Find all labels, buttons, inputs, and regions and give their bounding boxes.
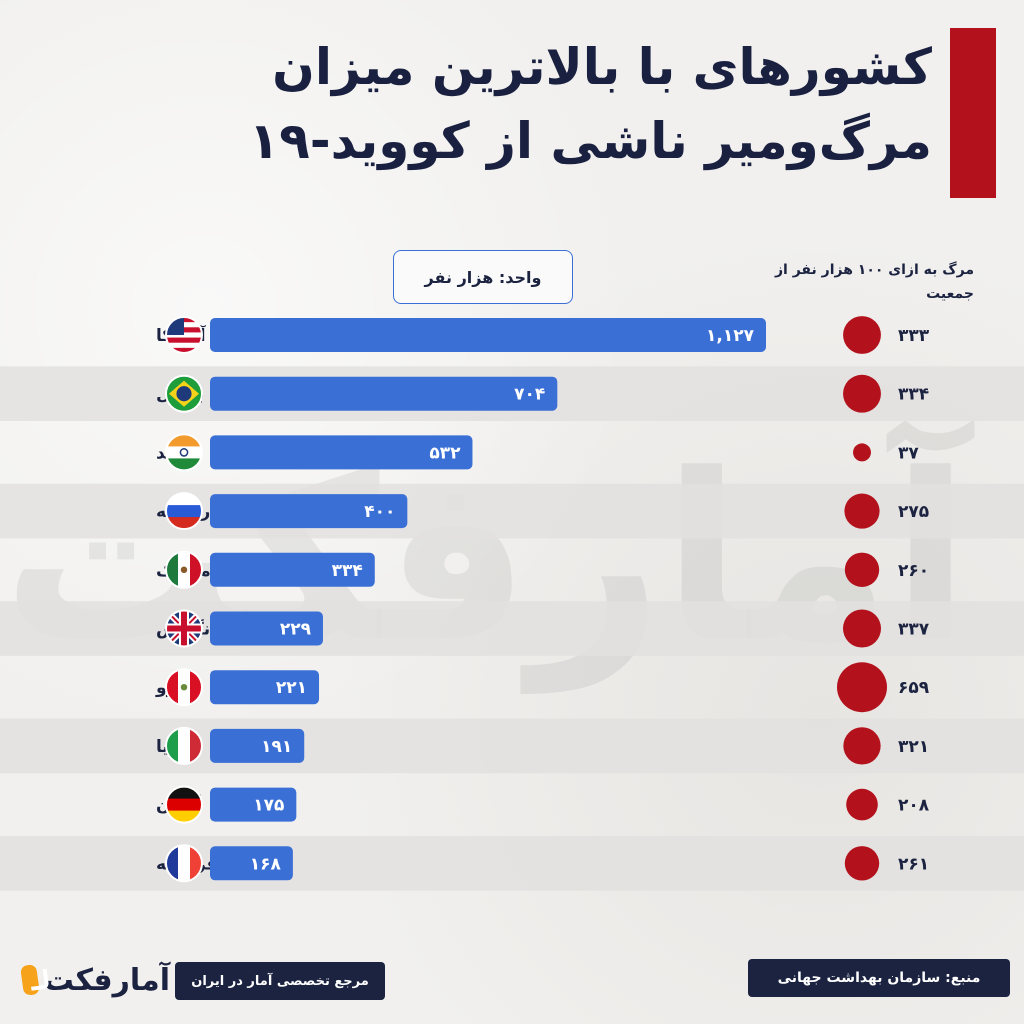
flag-border	[165, 316, 203, 354]
rate-dot	[843, 374, 881, 413]
rate-dot	[844, 493, 880, 529]
brand-mark-icon	[19, 964, 40, 996]
flag-border	[165, 726, 203, 765]
flag-border	[165, 668, 203, 707]
rate-value-label: ۲۶۰	[898, 561, 929, 581]
bar-value-label: ۴۰۰	[364, 502, 395, 522]
flag-part	[166, 337, 202, 344]
country-row: فرانسه۱۶۸۲۶۱	[156, 844, 929, 883]
bar-value-label: ۱۶۸	[250, 854, 282, 874]
deaths-bar	[210, 611, 323, 646]
flag-border	[165, 492, 203, 531]
flag-part	[180, 566, 188, 574]
flag-border	[165, 844, 203, 883]
country-row: برزیل۷۰۴۳۳۴	[156, 374, 929, 413]
deaths-bar	[210, 787, 297, 822]
title-accent-bar	[950, 28, 996, 198]
bar-value-label: ۱۹۱	[261, 737, 292, 757]
bar-value-label: ۱۷۵	[253, 796, 284, 816]
footer-tagline: مرجع تخصصی آمار در ایران	[175, 962, 385, 1000]
brand-name: آمارفکت	[43, 962, 170, 998]
flag-border	[165, 609, 203, 648]
flag-part	[176, 386, 192, 402]
bar-value-label: ۲۲۹	[280, 620, 312, 640]
country-row: انگلیس۲۲۹۳۳۷	[156, 609, 930, 648]
bar-value-label: ۲۲۱	[276, 678, 307, 698]
bar-value-label: ۷۰۴	[514, 385, 545, 405]
rate-value-label: ۳۳۴	[898, 385, 929, 405]
rate-dot	[837, 662, 887, 713]
rate-value-label: ۲۶۱	[898, 854, 929, 874]
deaths-bar	[210, 435, 473, 470]
flag-part	[166, 347, 202, 353]
rate-value-label: ۳۲۱	[898, 737, 929, 757]
rate-dot	[843, 727, 881, 765]
footer-source: منبع: سازمان بهداشت جهانی	[748, 959, 1010, 997]
deaths-bar	[210, 494, 408, 529]
deaths-bar	[210, 318, 766, 352]
rate-value-label: ۳۷	[898, 443, 919, 463]
flag-br-icon	[166, 375, 202, 412]
country-row: هند۵۳۲۳۷	[156, 433, 919, 472]
rate-dot	[844, 552, 880, 587]
deaths-bar	[210, 728, 305, 763]
rate-dot	[846, 788, 878, 821]
flag-part	[179, 448, 189, 457]
flag-border	[165, 374, 203, 413]
country-row: پرو۲۲۱۶۵۹	[155, 662, 930, 713]
rate-dot	[843, 316, 881, 354]
flag-border	[165, 433, 203, 472]
brand-logo: آمارفکت	[19, 955, 170, 1005]
flag-part	[178, 845, 191, 882]
rate-value-label: ۶۵۹	[898, 678, 930, 698]
rate-column-header: مرگ به ازای ۱۰۰ هزار نفر از جمعیت	[774, 262, 974, 302]
rate-dot	[853, 443, 871, 462]
rate-value-label: ۳۳۳	[898, 326, 930, 346]
flag-border	[165, 550, 203, 589]
flag-part	[180, 683, 188, 691]
flag-part	[178, 727, 191, 764]
chart-title: کشورهای با بالاترین میزان مرگ‌ومیر ناشی …	[248, 38, 932, 170]
flag-us-icon	[166, 317, 202, 353]
deaths-bar	[210, 670, 320, 705]
bar-value-label: ۵۳۲	[429, 443, 461, 463]
rate-value-label: ۲۰۸	[898, 796, 930, 816]
country-row: آلمان۱۷۵۲۰۸	[156, 785, 930, 824]
rate-dot	[842, 609, 882, 648]
rate-value-label: ۳۳۷	[898, 620, 930, 640]
bar-value-label: ۱,۱۲۷	[706, 326, 755, 346]
flag-part	[166, 505, 202, 518]
flag-gb-icon	[166, 610, 202, 647]
flag-part	[166, 625, 202, 632]
deaths-bar	[210, 376, 558, 411]
flag-border	[165, 785, 203, 824]
unit-label: واحد: هزار نفر	[393, 250, 573, 304]
deaths-bar	[210, 552, 375, 587]
country-row: مکزیک۳۳۴۲۶۰	[156, 550, 929, 589]
deaths-bar	[210, 846, 293, 881]
rate-value-label: ۲۷۵	[898, 502, 929, 522]
rate-dot	[844, 846, 880, 881]
flag-part	[166, 332, 202, 339]
flag-part	[166, 446, 202, 459]
flag-part	[166, 342, 202, 349]
flag-part	[166, 798, 202, 812]
country-row: ایتالیا۱۹۱۳۲۱	[156, 726, 929, 765]
bar-value-label: ۳۳۴	[332, 561, 363, 581]
country-row: روسیه۴۰۰۲۷۵	[156, 492, 929, 531]
